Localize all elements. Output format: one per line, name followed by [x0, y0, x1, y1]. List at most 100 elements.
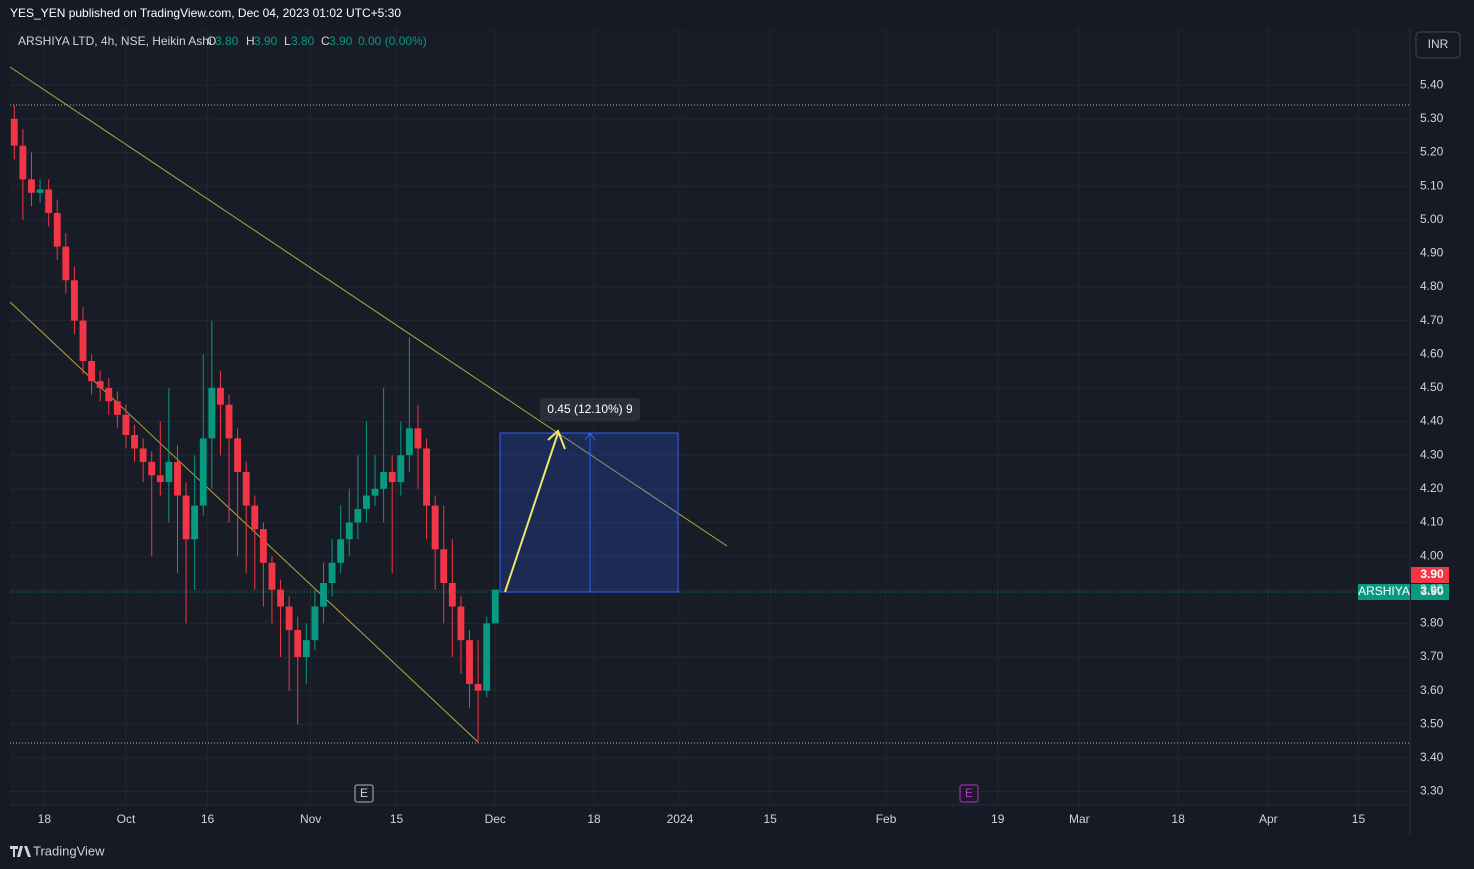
candle-body: [139, 448, 147, 462]
candle-body: [371, 488, 379, 496]
x-tick-label: 15: [390, 812, 404, 826]
candle-body: [328, 562, 336, 583]
earnings-label[interactable]: E: [360, 786, 368, 800]
currency-button[interactable]: [1415, 31, 1461, 59]
y-tick-label: 4.00: [1420, 548, 1444, 562]
candle-body: [242, 472, 250, 506]
candle-body: [234, 438, 242, 472]
x-tick-label: 19: [991, 812, 1005, 826]
y-tick-label: 3.80: [1420, 616, 1444, 630]
candle-body: [285, 606, 293, 631]
candle-body: [148, 461, 156, 476]
candle-body: [62, 246, 70, 281]
annotation-box: [540, 398, 640, 421]
candle-body: [474, 683, 482, 691]
x-tick-label: Mar: [1069, 812, 1090, 826]
candle-body: [174, 461, 181, 496]
published-line: YES_YEN published on TradingView.com, De…: [10, 6, 401, 20]
candle-body: [45, 189, 53, 213]
x-tick-label: 15: [1352, 812, 1366, 826]
projection-arrow: [504, 432, 559, 593]
candle-body: [491, 589, 499, 624]
annotation: 0.45 (12.10%) 9: [547, 402, 633, 416]
candle-body: [423, 448, 430, 506]
candle-body: [431, 505, 439, 550]
earnings-marker[interactable]: [959, 784, 979, 803]
y-tick-label: 3.50: [1420, 716, 1444, 730]
candle-body: [122, 414, 130, 435]
earnings-marker[interactable]: [354, 784, 374, 803]
candle-body: [70, 280, 78, 321]
trend-line: [9, 66, 728, 547]
l-value: 3.80: [291, 34, 315, 48]
c-value: 3.90: [329, 34, 353, 48]
candle-body: [36, 189, 44, 193]
o-value: 3.80: [215, 34, 239, 48]
c-label: C: [321, 34, 330, 48]
candle-body: [277, 589, 284, 607]
candle-body: [483, 623, 491, 691]
candle-body: [191, 505, 199, 540]
candle-body: [457, 606, 465, 641]
candle-body: [354, 509, 362, 523]
x-tick-label: Nov: [300, 812, 321, 826]
x-tick-label: Feb: [876, 812, 897, 826]
candle-body: [156, 475, 164, 483]
x-tick-label: 2024: [667, 812, 694, 826]
candle-body: [251, 505, 259, 530]
candle-body: [345, 522, 353, 540]
currency[interactable]: INR: [1428, 37, 1449, 51]
h-value: 3.90: [254, 34, 278, 48]
candle-body: [405, 428, 413, 456]
x-tick-label: Oct: [117, 812, 136, 826]
candle-body: [302, 640, 310, 657]
candle-body: [320, 583, 327, 607]
h-label: H: [246, 34, 255, 48]
candle-body: [113, 401, 121, 415]
candle-body: [268, 562, 276, 590]
y-tick-label: 3.90: [1420, 582, 1444, 596]
candle-body: [131, 435, 138, 449]
trend-line: [9, 301, 479, 743]
candle-body: [380, 472, 388, 489]
y-tick-label: 3.30: [1420, 784, 1444, 798]
projection-arrow-head: [547, 429, 566, 450]
candle-body: [466, 640, 473, 684]
candle-body: [448, 583, 456, 607]
y-tick-label: 3.40: [1420, 750, 1444, 764]
earnings-label[interactable]: E: [965, 786, 973, 800]
y-tick-label: 3.60: [1420, 683, 1444, 697]
candle-body: [225, 404, 233, 439]
y-tick-label: 4.20: [1420, 481, 1444, 495]
candle-body: [96, 381, 104, 388]
last-price: 3.90: [1420, 567, 1444, 581]
candle-body: [88, 361, 96, 382]
y-tick-label: 4.80: [1420, 279, 1444, 293]
candle-body: [363, 495, 370, 509]
candle-body: [337, 539, 345, 563]
symbol-price-tag: [1411, 584, 1449, 600]
y-tick-label: 4.30: [1420, 447, 1444, 461]
x-tick-label: 18: [38, 812, 52, 826]
candle-body: [53, 213, 61, 247]
y-tick-label: 4.10: [1420, 515, 1444, 529]
o-label: O: [207, 34, 216, 48]
y-tick-label: 5.20: [1420, 145, 1444, 159]
candle-body: [165, 461, 173, 483]
last-price-tag: [1411, 567, 1449, 583]
candle-body: [294, 630, 302, 657]
candle-body: [182, 495, 190, 540]
candle-body: [19, 145, 27, 180]
x-tick-label: Apr: [1259, 812, 1278, 826]
x-tick-label: 18: [1171, 812, 1185, 826]
symbol-tag-label: ARSHIYA: [1358, 584, 1410, 598]
candle-body: [208, 387, 216, 439]
y-tick-label: 4.60: [1420, 346, 1444, 360]
candle-body: [311, 606, 319, 641]
y-tick-label: 5.30: [1420, 111, 1444, 125]
y-tick-label: 4.90: [1420, 246, 1444, 260]
candle-body: [259, 529, 267, 563]
symbol-price: 3.90: [1420, 584, 1444, 598]
candle-body: [105, 387, 113, 402]
